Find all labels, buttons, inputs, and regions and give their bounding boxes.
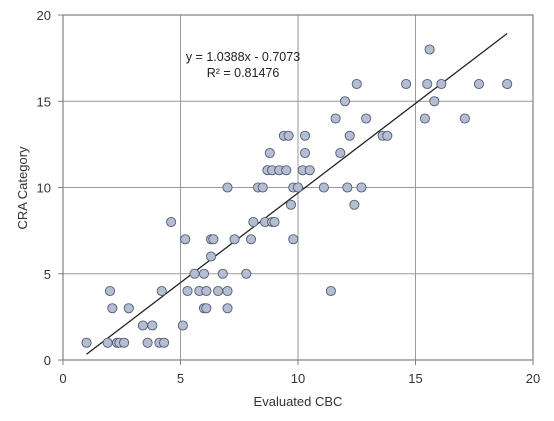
data-point [201, 285, 212, 297]
data-point [217, 268, 228, 279]
y-tick-label: 0 [44, 353, 51, 368]
data-point [351, 78, 362, 90]
data-point [330, 113, 341, 124]
data-point [142, 337, 153, 348]
data-point [424, 44, 435, 55]
data-points [81, 44, 513, 348]
data-point [201, 303, 212, 314]
data-point [257, 182, 268, 193]
data-point [382, 130, 393, 141]
data-point [283, 130, 294, 141]
data-point [182, 285, 193, 297]
data-point [241, 268, 252, 279]
data-point [102, 337, 113, 348]
equation-label: y = 1.0388x - 0.7073 [186, 50, 300, 64]
data-point [281, 165, 292, 176]
data-point [292, 182, 304, 193]
data-point [285, 199, 297, 210]
data-point [198, 268, 210, 279]
data-point [339, 96, 351, 107]
data-point [401, 78, 412, 90]
data-point [248, 216, 259, 228]
y-tick-label: 20 [37, 8, 51, 23]
data-point [104, 285, 116, 297]
x-tick-label: 20 [526, 371, 540, 386]
data-point [318, 182, 329, 193]
y-tick-label: 10 [37, 181, 51, 196]
data-point [222, 285, 233, 297]
data-point [119, 337, 130, 348]
trendline [86, 33, 508, 355]
data-point [156, 285, 167, 297]
data-point [107, 303, 118, 314]
data-point [473, 78, 485, 90]
data-point [342, 182, 353, 193]
data-point [222, 182, 233, 193]
plot-frame [62, 14, 534, 361]
data-point [361, 113, 372, 124]
data-point [299, 130, 311, 141]
data-point [81, 337, 92, 348]
data-point [147, 320, 158, 331]
data-point [344, 130, 355, 141]
y-tick-label: 5 [44, 267, 51, 282]
data-point [222, 303, 233, 314]
data-point [166, 216, 177, 228]
data-point [269, 216, 280, 228]
x-axis-title: Evaluated CBC [254, 394, 343, 409]
x-tick-labels: 0 5 10 15 20 [59, 371, 540, 386]
data-point [304, 165, 315, 176]
data-point [245, 234, 257, 245]
x-tick-label: 0 [59, 371, 66, 386]
data-point [229, 234, 240, 245]
data-point [123, 303, 134, 314]
y-axis-title: CRA Category [15, 146, 30, 230]
r-squared-label: R² = 0.81476 [207, 66, 280, 80]
data-point [205, 251, 217, 262]
data-point [459, 113, 470, 124]
data-point [208, 234, 219, 245]
data-point [137, 320, 148, 331]
data-point [180, 234, 191, 245]
data-point [335, 147, 346, 159]
data-point [349, 199, 360, 210]
data-point [299, 147, 311, 159]
data-point [436, 78, 447, 90]
data-point [177, 320, 188, 331]
data-point [288, 234, 299, 245]
tick-marks [58, 14, 534, 365]
data-point [422, 78, 433, 90]
y-tick-label: 15 [37, 94, 51, 109]
data-point [429, 96, 440, 107]
x-tick-label: 15 [408, 371, 422, 386]
data-point [356, 182, 367, 193]
data-point [264, 147, 275, 159]
data-point [419, 113, 430, 124]
x-tick-label: 10 [291, 371, 305, 386]
data-point [189, 268, 200, 279]
data-point [502, 78, 513, 90]
data-point [325, 285, 336, 297]
data-point [213, 285, 224, 297]
x-tick-label: 5 [177, 371, 184, 386]
data-point [158, 337, 170, 348]
y-tick-labels: 0 5 10 15 20 [37, 8, 51, 368]
